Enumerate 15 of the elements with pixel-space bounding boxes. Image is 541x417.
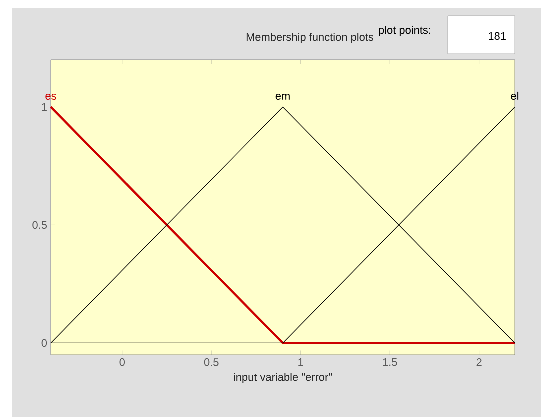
text: plot points:	[379, 26, 430, 36]
x-tick-label: 2	[476, 358, 482, 366]
x-axis-title: input variable "error"	[234, 373, 332, 384]
series-label: em	[276, 94, 290, 100]
chart-title: Membership function plots	[246, 33, 374, 44]
y-tick-label: 0	[42, 339, 48, 348]
x-tick-label: 1.5	[383, 358, 398, 366]
x-tick-label: 0	[120, 358, 125, 366]
series-label: el	[511, 92, 519, 100]
y-tick-label: 1	[42, 103, 47, 111]
text: 181	[489, 32, 506, 40]
x-tick-label: 0.5	[204, 358, 219, 366]
y-tick-label: 0.5	[32, 221, 48, 230]
x-tick-label: 1	[298, 358, 304, 366]
series-label: es	[46, 94, 56, 100]
